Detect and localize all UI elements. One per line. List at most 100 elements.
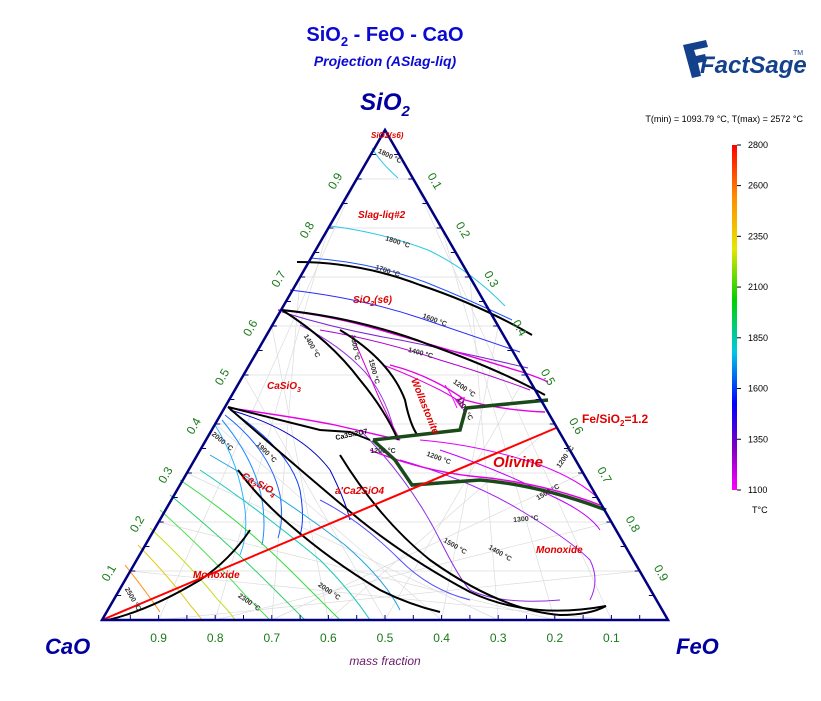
isotherm-label: 2000 °C [316, 581, 341, 602]
olivine-upper [372, 398, 549, 442]
isotherm-1600 [289, 289, 521, 353]
corner-label-feo: FeO [676, 634, 719, 659]
figure-title: SiO2 - FeO - CaO [306, 24, 463, 49]
grid-line [243, 374, 386, 621]
tick-label-right: 0.7 [594, 464, 615, 486]
tick-label-left: 0.3 [155, 464, 176, 486]
isotherm-green-2 [169, 494, 306, 621]
tick-label-right: 0.8 [623, 513, 644, 535]
fe-sio2-ratio-line [101, 427, 557, 621]
colorbar-scale [732, 145, 737, 490]
olivine-boundaries [371, 398, 607, 512]
tick-label-left: 0.4 [184, 415, 205, 437]
tick-label-right: 0.1 [425, 170, 446, 192]
tick-label-left: 0.1 [99, 562, 120, 584]
tick-label-right: 0.5 [538, 366, 559, 388]
label-sio2-s6-top: SiO2(s6) [371, 131, 404, 140]
logo-f-mark-icon [683, 40, 708, 78]
isotherm-label: 2300 °C [236, 592, 261, 613]
tick-label-bottom: 0.5 [377, 631, 394, 645]
corner-label-sio2: SiO2 [360, 89, 410, 120]
colorbar-label: 2350 [748, 231, 768, 241]
colorbar-label: 1350 [748, 434, 768, 444]
label-olivine: Olivine [493, 454, 543, 471]
isotherm-label: 1800 °C [384, 234, 411, 249]
label-casio3: CaSiO3 [267, 381, 301, 394]
factsage-logo: FactSage TM [683, 40, 807, 79]
tick-label-bottom: 0.6 [320, 631, 337, 645]
isotherm-label: 1800 °C [377, 147, 403, 165]
tick-label-left: 0.5 [212, 366, 233, 388]
label-monoxide-right: Monoxide [536, 545, 583, 556]
isotherm-orange [124, 564, 161, 613]
isotherm-label: 1500 °C [367, 358, 381, 385]
grid-line [412, 178, 612, 621]
tick-label-left: 0.2 [127, 513, 148, 535]
label-slag-liq2: Slag-liq#2 [358, 210, 406, 221]
ternary-triangle [99, 127, 671, 622]
isotherm-loop-1400 [399, 459, 596, 601]
isotherm-green-3 [159, 509, 271, 621]
temperature-range: T(min) = 1093.79 °C, T(max) = 2572 °C [645, 114, 803, 124]
isotherm-1500 [281, 311, 529, 369]
isotherm-teal-2 [209, 454, 401, 611]
colorbar: 2800 2600 2350 2100 1850 1600 1350 1100 T°C [732, 140, 768, 515]
isotherm-label: 1300 °C [349, 334, 361, 360]
svg-text:FactSage: FactSage [700, 52, 807, 79]
axis-label-mass-fraction: mass fraction [349, 654, 421, 668]
isotherm-1700 [309, 257, 513, 321]
colorbar-label: 2100 [748, 282, 768, 292]
grid-line [214, 227, 329, 621]
isotherm-label: 1200 °C [451, 378, 476, 399]
boundary-wollastonite-field [339, 329, 419, 437]
colorbar-label: 2800 [748, 140, 768, 150]
figure-subtitle: Projection (ASlag-liq) [314, 53, 457, 69]
tick-label-bottom: 0.2 [546, 631, 563, 645]
boundary-monoxide-low [107, 529, 251, 621]
phase-boundaries-black [107, 261, 607, 621]
colorbar-unit: T°C [752, 505, 768, 515]
grid-line [469, 276, 499, 621]
isotherm-yellow-2 [137, 544, 203, 621]
olivine-lower [371, 438, 607, 512]
isotherm-label: 1500 °C [442, 536, 468, 556]
boundary-monoxide [339, 454, 607, 617]
tick-label-left: 0.8 [297, 219, 318, 241]
boundary-casio3-upper [281, 309, 399, 441]
isotherm-left-5 [214, 424, 247, 556]
isotherm-label: 1300 °C [513, 514, 539, 524]
boundary-casio3-lower [227, 406, 371, 441]
edge-ticks [116, 154, 654, 620]
isotherm-1300 [351, 334, 401, 441]
colorbar-label: 1850 [748, 333, 768, 343]
tick-label-left: 0.6 [240, 317, 261, 339]
isotherm-1200 [382, 364, 466, 406]
grid-line [441, 227, 556, 621]
tick-label-bottom: 0.7 [263, 631, 280, 645]
isotherm-loop-1300 [439, 449, 601, 531]
boundary-wollastonite [389, 364, 546, 413]
isotherm-green-1 [179, 479, 341, 621]
tick-label-right: 0.4 [509, 317, 530, 339]
isotherm-loop-1200 [419, 439, 601, 501]
tick-label-bottom: 0.1 [603, 631, 620, 645]
grid-line [384, 374, 527, 621]
tick-label-right: 0.2 [453, 219, 474, 241]
isotherm-label: 1400 °C [487, 543, 513, 563]
colorbar-label: 1100 [748, 485, 767, 495]
tick-label-right: 0.9 [651, 562, 672, 584]
grid-line [158, 178, 358, 621]
isotherm-curves [124, 147, 601, 621]
tick-label-left: 0.9 [325, 170, 346, 192]
boundary-casio3 [229, 407, 401, 441]
label-monoxide-left: Monoxide [193, 570, 240, 581]
isotherm-label: 1700 °C [374, 263, 401, 278]
colorbar-label: 2600 [748, 181, 768, 191]
isotherm-yellow-1 [149, 527, 236, 621]
isotherm-1100 [444, 384, 458, 409]
tick-label-bottom: 0.8 [207, 631, 224, 645]
tick-labels: 0.10.10.10.20.20.20.30.30.30.40.40.40.50… [99, 170, 672, 645]
